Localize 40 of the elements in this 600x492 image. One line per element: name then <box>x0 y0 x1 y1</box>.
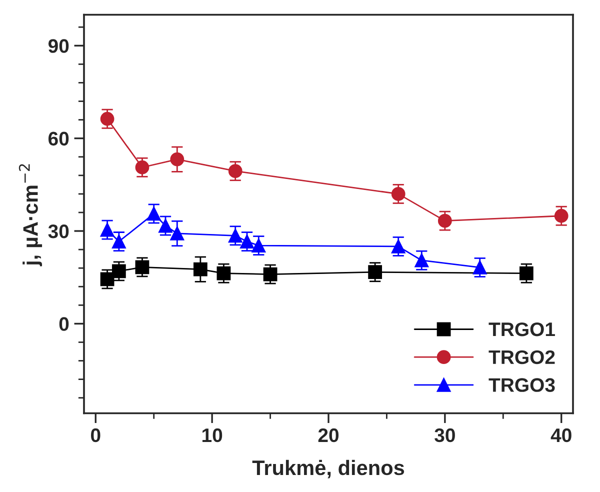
point <box>100 222 114 237</box>
point <box>193 262 208 276</box>
point <box>170 152 184 166</box>
point <box>368 265 382 280</box>
point <box>519 266 534 280</box>
x-tick-label: 40 <box>550 428 572 442</box>
point <box>472 260 487 274</box>
point <box>112 234 126 248</box>
y-tick-label: 0 <box>59 317 69 331</box>
y-axis-title: j, µA·cm$^{−2}$ <box>18 164 42 266</box>
point <box>438 214 452 228</box>
point <box>391 240 406 254</box>
y-tick-label: 60 <box>48 132 69 146</box>
point <box>170 226 184 240</box>
point <box>100 112 114 126</box>
point <box>240 234 254 248</box>
y-tick-label: 90 <box>48 39 69 53</box>
x-axis-title: Trukmė, dienos <box>252 460 404 478</box>
x-tick-label: 20 <box>318 428 339 442</box>
point <box>216 266 231 280</box>
point <box>252 238 266 252</box>
x-tick-label: 10 <box>202 428 222 442</box>
point <box>135 260 150 274</box>
legend-label: TRGO1 <box>488 322 555 336</box>
point <box>158 218 172 233</box>
y-tick-label: 30 <box>48 224 69 238</box>
point <box>146 206 161 221</box>
point <box>414 253 429 268</box>
x-tick-label: 30 <box>434 428 455 442</box>
point <box>135 160 150 174</box>
point <box>228 228 242 243</box>
point <box>228 164 242 178</box>
legend-label: TRGO3 <box>488 378 555 392</box>
legend-label: TRGO2 <box>488 350 555 364</box>
point <box>263 267 278 282</box>
point <box>391 186 406 201</box>
x-tick-label: 0 <box>91 428 100 442</box>
point <box>112 264 126 278</box>
point <box>100 272 114 286</box>
point <box>554 208 568 223</box>
